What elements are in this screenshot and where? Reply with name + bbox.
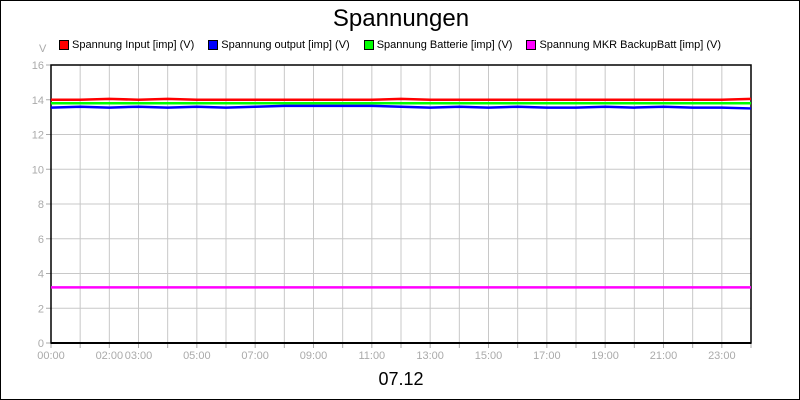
legend-label: Spannung MKR BackupBatt [imp] (V) — [539, 39, 722, 51]
x-axis-label: 07.12 — [378, 369, 424, 389]
y-tick-label: 4 — [38, 269, 44, 281]
x-tick-label: 19:00 — [591, 350, 619, 362]
legend-swatch — [363, 40, 374, 50]
y-tick-label: 16 — [32, 60, 44, 72]
y-tick-label: 6 — [38, 234, 44, 246]
y-axis-label: V — [39, 43, 47, 55]
legend-swatch — [59, 40, 69, 50]
series-line — [51, 97, 752, 102]
x-tick-label: 00:00 — [37, 350, 65, 362]
y-tick-label: 10 — [32, 164, 44, 176]
x-tick-label: 13:00 — [416, 350, 444, 362]
legend-item: Spannung Input [imp] (V) — [59, 39, 194, 51]
legend-label: Spannung output [imp] (V) — [221, 39, 350, 51]
legend: Spannung Input [imp] (V) Spannung output… — [59, 39, 735, 51]
legend-item: Spannung output [imp] (V) — [208, 39, 350, 51]
legend-swatch — [526, 40, 537, 50]
x-tick-label: 09:00 — [300, 350, 328, 362]
x-tick-label: 07:00 — [241, 350, 269, 362]
chart-title: Spannungen — [332, 5, 470, 32]
x-tick-label: 17:00 — [533, 350, 561, 362]
y-tick-label: 0 — [38, 338, 44, 350]
x-tick-label: 23:00 — [708, 350, 736, 362]
y-tick-label: 8 — [38, 199, 44, 211]
legend-swatch — [208, 40, 219, 50]
series-line — [50, 104, 752, 110]
legend-label: Spannung Batterie [imp] (V) — [376, 39, 513, 51]
x-tick-label: 03:00 — [125, 350, 153, 362]
legend-label: Spannung Input [imp] (V) — [72, 39, 195, 51]
x-tick-label: 15:00 — [475, 350, 503, 362]
y-tick-label: 2 — [38, 303, 44, 315]
y-tick-label: 14 — [32, 95, 44, 107]
x-tick-label: 02:00 — [96, 350, 124, 362]
legend-item: Spannung MKR BackupBatt [imp] (V) — [526, 39, 721, 51]
y-tick-label: 12 — [32, 130, 44, 142]
x-tick-label: 05:00 — [183, 350, 211, 362]
x-tick-label: 11:00 — [358, 350, 385, 362]
legend-item: Spannung Batterie [imp] (V) — [363, 39, 513, 51]
x-tick-label: 21:00 — [650, 350, 678, 362]
